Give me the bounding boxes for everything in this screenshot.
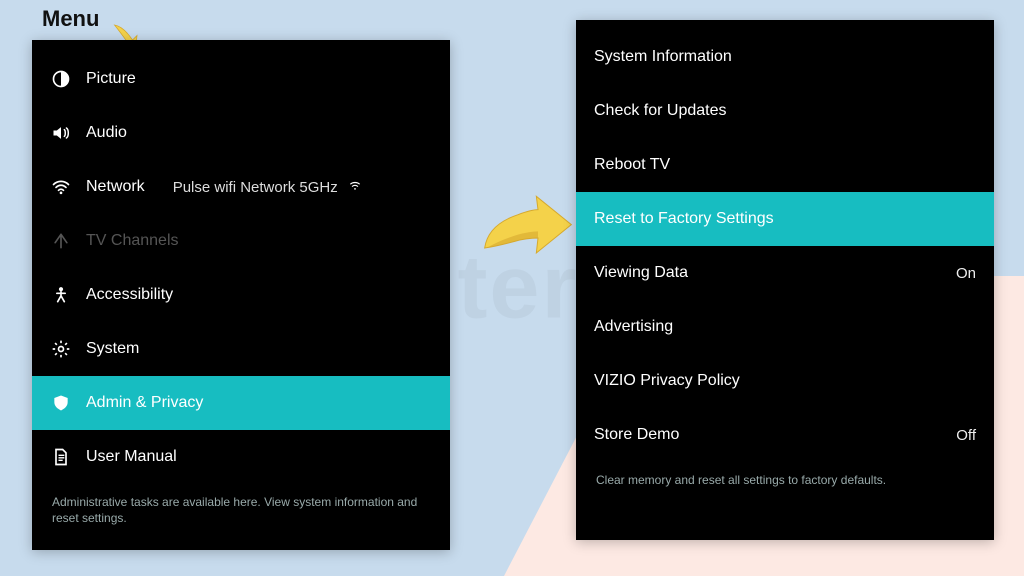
menu-item-user-manual[interactable]: User Manual [32,430,450,484]
menu-item-label: Check for Updates [594,102,727,120]
menu-item-check-for-updates[interactable]: Check for Updates [576,84,994,138]
flow-arrow-icon [478,188,578,278]
panel-hint: Administrative tasks are available here.… [32,484,450,526]
menu-item-label: Admin & Privacy [86,394,203,412]
menu-item-label: Reboot TV [594,156,670,174]
menu-item-network[interactable]: Network Pulse wifi Network 5GHz [32,160,450,214]
menu-item-tv-channels[interactable]: TV Channels [32,214,450,268]
menu-item-label: System Information [594,48,732,66]
menu-item-label: TV Channels [86,232,179,250]
menu-item-label: Picture [86,70,136,88]
canvas: routermo Menu PictureAudioNetworkPulse w… [0,0,1024,576]
menu-item-picture[interactable]: Picture [32,52,450,106]
menu-item-label: Accessibility [86,286,173,304]
menu-item-viewing-data[interactable]: Viewing Data On [576,246,994,300]
menu-item-vizio-privacy-policy[interactable]: VIZIO Privacy Policy [576,354,994,408]
admin-privacy-panel: System Information Check for Updates Reboo… [576,20,994,540]
shield-icon [50,392,72,414]
menu-item-label: Viewing Data [594,264,688,282]
menu-item-label: System [86,340,139,358]
menu-item-value: On [956,265,976,282]
menu-item-audio[interactable]: Audio [32,106,450,160]
menu-item-reboot-tv[interactable]: Reboot TV [576,138,994,192]
menu-item-label: Reset to Factory Settings [594,210,774,228]
menu-item-reset-to-factory-settings[interactable]: Reset to Factory Settings [576,192,994,246]
menu-item-value: Off [956,427,976,444]
menu-item-label: Advertising [594,318,673,336]
menu-item-store-demo[interactable]: Store Demo Off [576,408,994,462]
menu-item-label: Network [86,178,145,196]
main-menu-panel: Picture Audio Network Pulse wifi Network 5G… [32,40,450,550]
menu-item-inline-value: Pulse wifi Network 5GHz [173,179,338,196]
menu-item-admin-privacy[interactable]: Admin & Privacy [32,376,450,430]
panel-hint: Clear memory and reset all settings to f… [576,462,994,488]
speaker-icon [50,122,72,144]
person-icon [50,284,72,306]
wifi-mini-icon [348,179,364,195]
wifi-icon [50,176,72,198]
menu-item-label: Audio [86,124,127,142]
menu-item-system-information[interactable]: System Information [576,30,994,84]
contrast-icon [50,68,72,90]
antenna-icon [50,230,72,252]
menu-item-label: User Manual [86,448,177,466]
page-title: Menu [42,6,99,32]
document-icon [50,446,72,468]
menu-item-advertising[interactable]: Advertising [576,300,994,354]
menu-item-label: VIZIO Privacy Policy [594,372,740,390]
menu-item-system[interactable]: System [32,322,450,376]
menu-item-accessibility[interactable]: Accessibility [32,268,450,322]
menu-item-label: Store Demo [594,426,679,444]
gear-icon [50,338,72,360]
